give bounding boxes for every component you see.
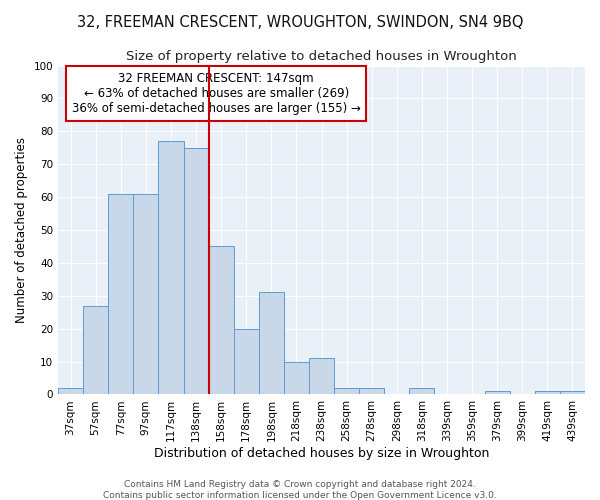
Bar bbox=[309, 358, 334, 394]
Bar bbox=[409, 388, 434, 394]
Bar bbox=[259, 292, 284, 394]
Bar bbox=[535, 391, 560, 394]
X-axis label: Distribution of detached houses by size in Wroughton: Distribution of detached houses by size … bbox=[154, 447, 489, 460]
Bar bbox=[334, 388, 359, 394]
Bar bbox=[58, 388, 83, 394]
Bar bbox=[83, 306, 108, 394]
Bar bbox=[108, 194, 133, 394]
Y-axis label: Number of detached properties: Number of detached properties bbox=[15, 137, 28, 323]
Text: 32, FREEMAN CRESCENT, WROUGHTON, SWINDON, SN4 9BQ: 32, FREEMAN CRESCENT, WROUGHTON, SWINDON… bbox=[77, 15, 523, 30]
Bar bbox=[209, 246, 233, 394]
Bar bbox=[158, 141, 184, 395]
Bar bbox=[233, 328, 259, 394]
Bar bbox=[485, 391, 510, 394]
Title: Size of property relative to detached houses in Wroughton: Size of property relative to detached ho… bbox=[126, 50, 517, 63]
Text: Contains HM Land Registry data © Crown copyright and database right 2024.
Contai: Contains HM Land Registry data © Crown c… bbox=[103, 480, 497, 500]
Bar bbox=[359, 388, 384, 394]
Text: 32 FREEMAN CRESCENT: 147sqm
← 63% of detached houses are smaller (269)
36% of se: 32 FREEMAN CRESCENT: 147sqm ← 63% of det… bbox=[71, 72, 361, 115]
Bar bbox=[133, 194, 158, 394]
Bar bbox=[560, 391, 585, 394]
Bar bbox=[184, 148, 209, 394]
Bar bbox=[284, 362, 309, 394]
